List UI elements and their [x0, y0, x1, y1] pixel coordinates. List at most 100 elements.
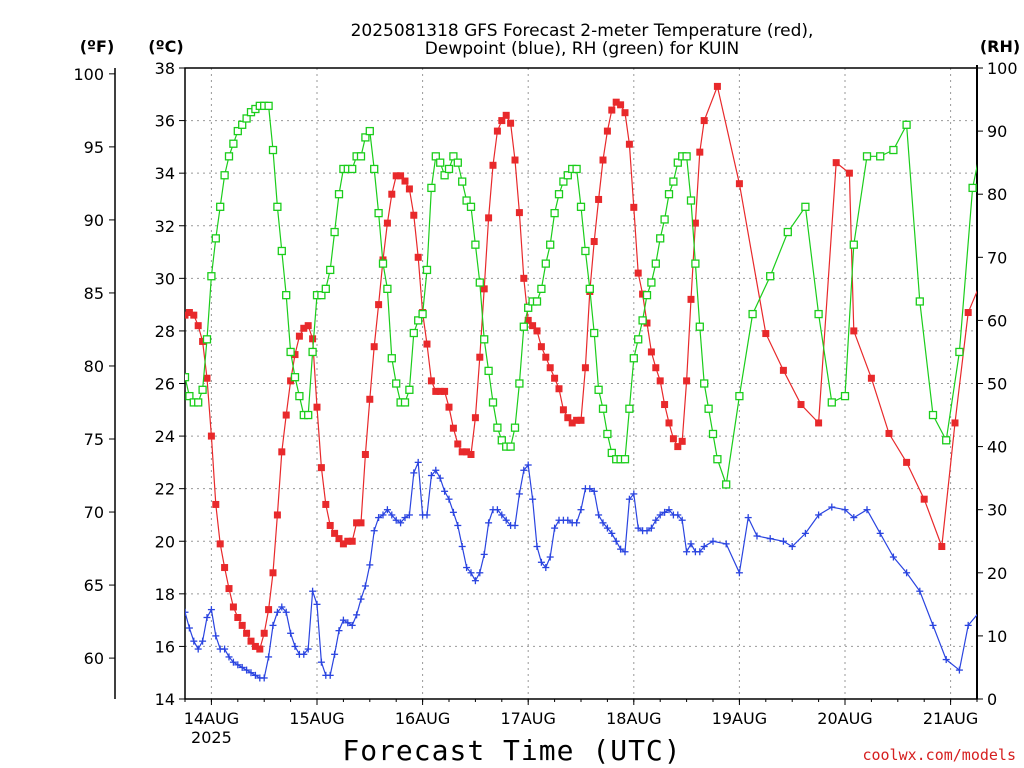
rh-point — [282, 291, 291, 300]
rh-point — [436, 158, 445, 167]
rh-point — [400, 398, 410, 407]
celsius-tick-label: 20 — [155, 532, 175, 551]
rh-point — [242, 114, 251, 123]
celsius-tick-label: 18 — [155, 585, 175, 604]
dewpoint-point — [247, 669, 255, 677]
rh-point — [942, 436, 951, 445]
x-tick-label: 20AUG — [817, 709, 872, 728]
rh-point — [647, 278, 656, 287]
x-tick-label: 21AUG — [923, 709, 978, 728]
rh-point — [220, 171, 229, 180]
temperature-point — [938, 543, 946, 551]
dewpoint-point — [978, 606, 985, 613]
temperature-point — [674, 443, 682, 451]
temperature-point — [603, 127, 611, 135]
rh-point — [356, 152, 366, 161]
rh-point — [827, 398, 836, 407]
dewpoint-point — [229, 658, 237, 666]
temperature-point — [357, 519, 365, 527]
fahrenheit-tick-label: 95 — [84, 138, 104, 157]
x-tick-label: 17AUG — [500, 709, 555, 728]
dewpoint-point — [471, 577, 479, 585]
temperature-point — [489, 161, 497, 169]
rh-point — [915, 297, 924, 306]
dewpoint-point — [441, 487, 449, 495]
temperature-point — [1018, 564, 1024, 571]
dewpoint-point — [190, 637, 198, 645]
dewpoint-point — [463, 564, 471, 572]
rh-point — [590, 328, 599, 338]
dewpoint-point — [370, 527, 378, 535]
temperature-point — [273, 511, 281, 519]
rh-point — [462, 196, 471, 205]
temperature-point — [322, 500, 330, 508]
dewpoint-point — [344, 619, 352, 627]
dewpoint-point — [564, 516, 572, 524]
dewpoint-point — [282, 608, 290, 616]
rh-point — [449, 152, 458, 161]
grid-lines — [185, 68, 977, 699]
chart-title-line-1: 2025081318 GFS Forecast 2-meter Temperat… — [351, 21, 814, 41]
dewpoint-point — [480, 550, 488, 558]
rh-point — [660, 215, 669, 224]
dewpoint-point — [850, 514, 858, 522]
dewpoint-point — [476, 569, 484, 577]
dewpoint-point — [678, 516, 686, 524]
dewpoint-point — [348, 621, 356, 629]
temperature-point — [678, 437, 686, 445]
rh-point — [453, 158, 462, 167]
dewpoint-point — [265, 653, 273, 661]
temperature-point — [903, 458, 911, 466]
series-layer — [185, 82, 1024, 682]
temperature-point — [867, 374, 875, 382]
dewpoint-point — [199, 637, 207, 645]
fahrenheit-unit-label: (ºF) — [80, 37, 115, 56]
rh-point — [783, 227, 792, 237]
dewpoint-point — [392, 516, 400, 524]
dewpoint-point — [185, 624, 193, 632]
rh-point — [801, 202, 810, 211]
rh-point — [295, 391, 304, 401]
temperature-point — [392, 172, 400, 180]
dewpoint-point — [696, 548, 704, 556]
temperature-point — [850, 327, 858, 335]
dewpoint-point — [326, 671, 334, 679]
temperature-point — [304, 322, 312, 330]
temperature-point — [683, 377, 691, 385]
temperature-point — [551, 374, 559, 382]
dewpoint-point — [353, 611, 361, 619]
rh-point — [268, 145, 278, 155]
temperature-point — [414, 253, 422, 261]
rh-point — [273, 202, 282, 211]
rh-point — [722, 480, 731, 489]
dewpoint-point — [221, 645, 229, 653]
dewpoint-point — [955, 666, 963, 674]
temperature-point — [639, 290, 647, 298]
temperature-point — [423, 340, 431, 348]
rh-point — [202, 335, 212, 344]
temperature-point — [410, 211, 418, 219]
x-tick-label: 14AUG — [184, 709, 239, 728]
dewpoint-point — [212, 632, 220, 640]
temperature-point — [577, 416, 585, 424]
series-line — [185, 462, 977, 679]
rh-point — [264, 101, 273, 111]
dewpoint-point — [269, 621, 277, 629]
dewpoint-point — [665, 506, 673, 514]
temperature-point — [661, 401, 669, 409]
dewpoint-point — [309, 587, 317, 595]
rh-point — [238, 120, 247, 129]
dewpoint-point — [467, 569, 475, 577]
rh-point — [876, 152, 885, 161]
dewpoint-point — [876, 529, 884, 537]
temperature-point — [278, 448, 286, 456]
temperature-point — [630, 203, 638, 211]
temperature-point — [282, 411, 290, 419]
temperature-point — [366, 395, 374, 403]
dewpoint-point — [744, 514, 752, 522]
rh-point — [902, 120, 911, 129]
dewpoint-point — [331, 650, 339, 658]
rh-point — [506, 442, 515, 451]
rh-point — [361, 133, 370, 142]
